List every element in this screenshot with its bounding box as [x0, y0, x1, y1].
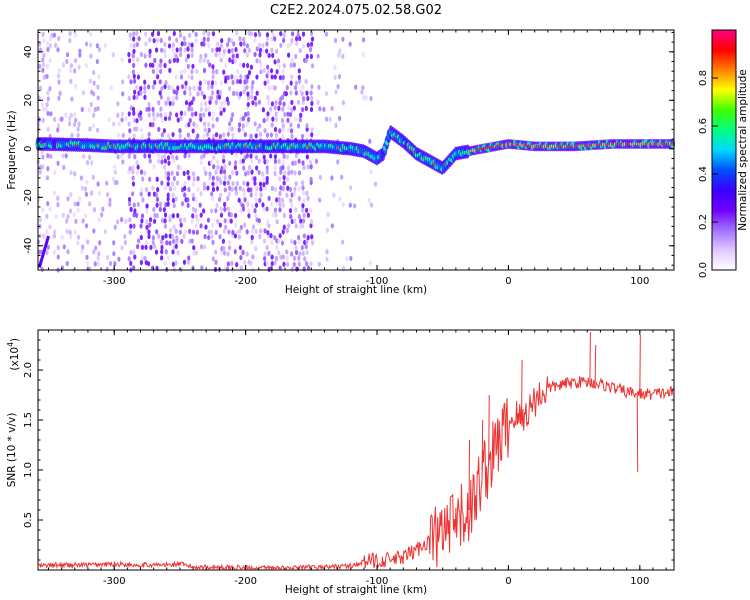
snr-line [37, 376, 674, 572]
snr-spike [521, 359, 523, 421]
svg-text:(x104): (x104) [6, 338, 21, 371]
snr-spike [481, 419, 484, 471]
colorbar-tick-label: 0.6 [698, 118, 709, 134]
colorbar-tick-label: 0.2 [698, 214, 709, 230]
snr-y-tick-label: 1.0 [23, 462, 34, 478]
snr-y-multiplier: (x104) [6, 338, 21, 371]
colorbar-tick-label: 0.0 [698, 262, 709, 278]
snr-series [37, 331, 674, 572]
snr-x-axis-label: Height of straight line (km) [285, 584, 427, 596]
snr-spike [589, 331, 591, 383]
snr-x-tick-label: -100 [366, 576, 389, 587]
snr-multiplier-close: ) [9, 338, 21, 342]
spectrogram-y-axis-label: Frequency (Hz) [6, 110, 18, 189]
figure-title: C2E2.2024.075.02.58.G02 [270, 3, 442, 18]
snr-x-ticks: -300 -200 -100 0 100 [48, 330, 667, 587]
snr-multiplier-base: (x10 [9, 347, 21, 371]
spectrogram-y-tick-label: 0 [23, 146, 34, 152]
snr-spike [636, 393, 639, 473]
spectrogram-y-tick-label: -20 [23, 189, 34, 205]
colorbar-tick-label: 0.8 [698, 70, 709, 86]
spectrogram-y-tick-label: -40 [23, 238, 34, 254]
snr-frame [37, 329, 675, 571]
snr-y-tick-label: 1.5 [23, 412, 34, 428]
spectrogram-x-tick-label: -200 [234, 276, 257, 287]
spectrogram-y-ticks: -40 -20 0 20 40 [23, 31, 674, 266]
snr-x-tick-label: 0 [505, 576, 511, 587]
snr-x-tick-label: 100 [630, 576, 649, 587]
snr-spike [468, 439, 471, 511]
colorbar-gradient [711, 29, 737, 271]
spectrogram-frame [37, 29, 675, 271]
spectrogram-x-tick-label: -100 [366, 276, 389, 287]
snr-y-tick-label: 2.0 [23, 362, 34, 378]
snr-y-ticks: 0.5 1.0 1.5 2.0 [23, 339, 674, 561]
snr-spike [639, 334, 641, 395]
colorbar-tick-label: 0.4 [698, 166, 709, 182]
colorbar-label: Normalized spectral amplitude [737, 69, 749, 230]
snr-x-tick-label: -300 [103, 576, 126, 587]
colorbar: 0.0 0.2 0.4 0.6 0.8 Normalized spectral ampl… [698, 29, 749, 278]
snr-spike [488, 394, 490, 466]
spectrogram-x-ticks: -300 -200 -100 0 100 [48, 30, 667, 287]
snr-y-tick-label: 0.5 [23, 512, 34, 528]
colorbar-ticks: 0.0 0.2 0.4 0.6 0.8 [698, 70, 718, 278]
snr-y-axis-label: SNR (10 * v/v) [6, 413, 18, 488]
spectrogram-x-tick-label: 100 [630, 276, 649, 287]
spectrogram-y-tick-label: 40 [23, 45, 34, 58]
spectrogram-y-tick-label: 20 [23, 94, 34, 107]
spectrogram-cells [35, 30, 676, 273]
spectrogram-x-tick-label: 0 [505, 276, 511, 287]
snr-x-tick-label: -200 [234, 576, 257, 587]
snr-multiplier-exp: 4 [6, 342, 15, 347]
spectrogram-x-axis-label: Height of straight line (km) [285, 284, 427, 296]
snr-panel: -300 -200 -100 0 100 0.5 1.0 1.5 2.0 Height of … [6, 329, 675, 596]
spectrogram-x-tick-label: -300 [103, 276, 126, 287]
snr-spike [594, 344, 597, 384]
